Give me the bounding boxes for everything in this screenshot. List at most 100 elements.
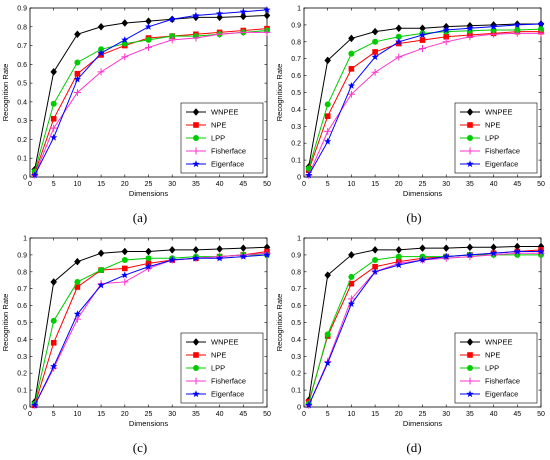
x-tick-label: 30 <box>442 181 450 188</box>
data-point-lpp <box>305 165 312 172</box>
legend-marker-fisherface <box>466 377 474 385</box>
caption-d: (d) <box>406 440 421 455</box>
data-point-npe <box>372 263 378 270</box>
x-tick-label: 50 <box>263 411 271 418</box>
y-tick-label: 1 <box>23 236 27 243</box>
y-tick-label: 0.8 <box>291 269 301 276</box>
data-point-eigenface <box>324 359 332 367</box>
y-tick-label: 0.9 <box>291 22 301 29</box>
y-tick-label: 0.4 <box>291 107 301 114</box>
data-point-lpp <box>98 267 105 274</box>
y-tick-label: 0.5 <box>291 90 301 97</box>
legend-marker-fisherface <box>192 377 200 385</box>
y-tick-label: 0.4 <box>291 337 301 344</box>
data-point-eigenface <box>489 249 498 257</box>
legend-label-lpp: LPP <box>211 134 225 143</box>
x-tick-label: 30 <box>168 411 176 418</box>
data-point-lpp <box>324 101 331 108</box>
data-point-lpp <box>50 100 57 107</box>
data-point-wnpee <box>145 247 152 256</box>
data-point-fisherface <box>347 90 355 98</box>
data-point-eigenface <box>537 247 545 255</box>
data-point-eigenface <box>192 254 200 262</box>
x-tick-label: 35 <box>192 181 200 188</box>
data-point-npe <box>348 66 355 72</box>
panel-c: 0 5 10 15 20 25 30 35 40 45 50 0 0.1 0.2 0.3 0.4 0.5 0.6 0… <box>1 236 271 456</box>
y-tick-label: 0.9 <box>17 252 27 259</box>
y-tick-label: 0.1 <box>17 388 27 395</box>
data-point-npe <box>50 115 57 122</box>
data-point-fisherface <box>73 89 81 96</box>
data-point-eigenface <box>239 252 247 260</box>
data-point-wnpee <box>442 244 450 253</box>
caption-c: (c) <box>133 440 147 455</box>
x-tick-label: 40 <box>216 411 224 418</box>
y-tick-label: 0.1 <box>17 156 27 163</box>
data-point-eigenface <box>168 256 176 264</box>
data-point-eigenface <box>73 75 82 83</box>
data-point-fisherface <box>371 68 379 76</box>
legend-label-wnpee: WNPEE <box>485 108 513 117</box>
y-tick-label: 0.3 <box>291 354 301 361</box>
legend-marker-fisherface <box>466 147 474 155</box>
legend-label-lpp: LPP <box>211 364 225 373</box>
panel-b: 0 5 10 15 20 25 30 35 40 45 50 0 0.1 0.2 0.3 0.4 0.5 0.6 0… <box>275 6 545 226</box>
x-tick-label: 10 <box>74 181 82 188</box>
legend-marker-npe <box>193 122 199 128</box>
data-point-wnpee <box>324 271 332 280</box>
data-point-eigenface <box>73 310 82 318</box>
y-tick-label: 0.4 <box>17 337 27 344</box>
data-point-fisherface <box>121 53 129 61</box>
x-tick-label: 15 <box>97 181 105 188</box>
data-point-lpp <box>538 26 544 33</box>
data-point-fisherface <box>419 45 426 53</box>
y-tick-label: 0.3 <box>17 118 27 125</box>
data-point-wnpee <box>168 245 176 254</box>
data-point-eigenface <box>31 401 39 409</box>
x-axis-title: Dimensions <box>403 189 442 198</box>
x-tick-label: 50 <box>537 181 545 188</box>
legend-marker-eigenface <box>192 390 200 398</box>
legend-marker-eigenface <box>466 160 474 168</box>
data-point-fisherface <box>442 38 450 46</box>
data-point-wnpee <box>395 24 403 33</box>
data-point-wnpee <box>239 12 247 21</box>
data-point-fisherface <box>513 29 521 37</box>
data-point-npe <box>372 49 378 55</box>
data-point-eigenface <box>395 38 403 45</box>
data-point-eigenface <box>324 137 332 145</box>
x-tick-label: 15 <box>97 411 105 418</box>
data-point-lpp <box>50 317 57 324</box>
legend-marker-wnpee <box>192 338 200 346</box>
y-tick-label: 0.8 <box>17 24 27 31</box>
y-tick-label: 1 <box>297 6 301 13</box>
data-point-wnpee <box>348 251 355 259</box>
y-tick-label: 0.8 <box>17 269 27 276</box>
data-point-eigenface <box>97 49 105 57</box>
legend-marker-lpp <box>467 365 473 371</box>
plot-c: 0 5 10 15 20 25 30 35 40 45 50 0 0.1 0.2 0.3 0.4 0.5 0.6 0… <box>1 236 271 429</box>
x-axis-title: Dimensions <box>129 189 168 198</box>
y-tick-label: 0.9 <box>17 6 27 13</box>
data-point-npe <box>50 339 57 346</box>
data-point-eigenface <box>50 133 58 141</box>
legend-label-npe: NPE <box>485 351 500 360</box>
data-point-eigenface <box>192 11 200 19</box>
data-point-eigenface <box>537 20 545 28</box>
x-tick-label: 25 <box>419 411 427 418</box>
y-tick-label: 0.7 <box>291 286 301 293</box>
data-point-lpp <box>395 253 402 260</box>
data-point-wnpee <box>263 11 271 20</box>
y-tick-label: 1 <box>297 236 301 243</box>
data-point-npe <box>122 265 128 272</box>
x-tick-label: 50 <box>537 411 545 418</box>
legend-marker-lpp <box>467 135 473 141</box>
caption-a: (a) <box>133 210 147 225</box>
x-tick-label: 50 <box>263 181 271 188</box>
legend-label-eigenface: Eigenface <box>211 160 244 169</box>
data-point-eigenface <box>263 251 271 258</box>
x-tick-label: 45 <box>239 181 247 188</box>
data-point-wnpee <box>97 22 105 31</box>
data-point-eigenface <box>144 22 153 30</box>
data-point-fisherface <box>395 53 403 61</box>
